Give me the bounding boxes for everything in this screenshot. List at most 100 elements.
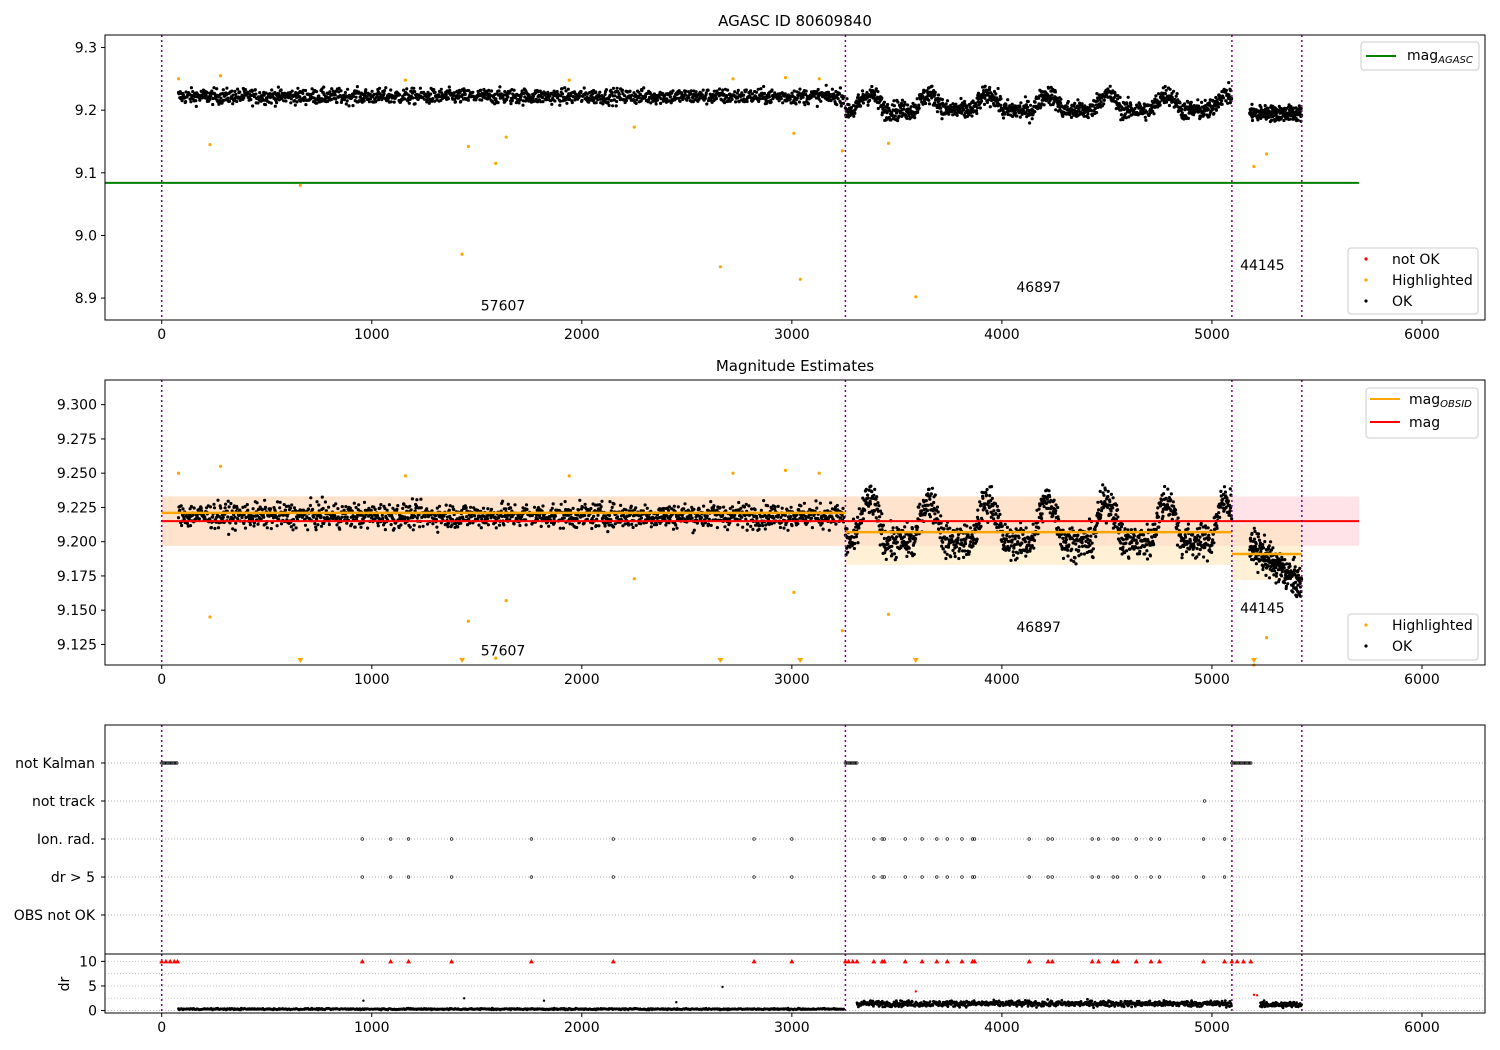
ok-point bbox=[504, 507, 508, 511]
ok-point bbox=[926, 503, 930, 507]
ok-point bbox=[597, 524, 601, 528]
ok-point bbox=[980, 99, 984, 103]
ok-point bbox=[521, 103, 525, 107]
ok-point bbox=[746, 522, 750, 526]
ok-point bbox=[603, 92, 607, 96]
ok-point bbox=[236, 517, 240, 521]
ok-point bbox=[298, 95, 302, 99]
ok-point bbox=[580, 98, 584, 103]
ok-point bbox=[547, 524, 551, 528]
ok-point bbox=[340, 515, 344, 519]
ok-point bbox=[1073, 101, 1077, 105]
ok-point bbox=[351, 104, 355, 108]
ok-point bbox=[913, 116, 917, 120]
ok-point bbox=[376, 524, 380, 528]
highlighted-point bbox=[403, 78, 407, 82]
ok-point bbox=[1186, 116, 1190, 120]
ok-point bbox=[976, 508, 980, 512]
ok-point bbox=[209, 94, 213, 98]
ok-point bbox=[930, 503, 934, 507]
ok-point bbox=[988, 105, 992, 109]
y-tick-label: 9.3 bbox=[75, 41, 97, 57]
highlighted-point bbox=[817, 77, 821, 81]
ok-point bbox=[730, 505, 735, 509]
ok-point bbox=[956, 541, 960, 545]
ok-point bbox=[631, 525, 635, 530]
ok-point bbox=[608, 500, 612, 504]
ok-point bbox=[982, 102, 987, 106]
ok-point bbox=[220, 91, 225, 96]
ok-point bbox=[310, 87, 314, 91]
ok-point bbox=[1059, 101, 1063, 105]
ok-point bbox=[678, 99, 682, 103]
ok-point bbox=[649, 525, 653, 529]
highlighted-point bbox=[840, 149, 844, 153]
ok-point bbox=[345, 515, 349, 519]
ok-point bbox=[359, 525, 363, 529]
ok-point bbox=[834, 522, 838, 526]
ok-point bbox=[629, 504, 633, 508]
ok-point bbox=[999, 103, 1003, 107]
ok-point bbox=[256, 101, 260, 105]
ok-point bbox=[362, 500, 367, 504]
ok-point bbox=[733, 90, 737, 94]
ok-point bbox=[726, 528, 730, 532]
ok-point bbox=[385, 508, 389, 512]
ok-point bbox=[275, 101, 279, 105]
ok-point bbox=[749, 524, 753, 529]
ok-point bbox=[798, 87, 802, 91]
ok-point bbox=[408, 504, 412, 508]
ok-point bbox=[975, 537, 979, 541]
ok-point bbox=[351, 94, 355, 99]
ok-point bbox=[881, 523, 886, 527]
ok-point bbox=[1203, 98, 1207, 102]
ok-point bbox=[965, 524, 969, 528]
ok-point bbox=[411, 96, 415, 100]
ok-point bbox=[382, 91, 386, 96]
ok-point bbox=[868, 98, 872, 102]
ok-point bbox=[283, 508, 288, 512]
ok-point bbox=[418, 525, 422, 529]
highlighted-point bbox=[792, 131, 796, 135]
ok-point bbox=[444, 503, 448, 507]
ok-point bbox=[734, 100, 738, 104]
ok-point bbox=[790, 524, 794, 528]
ok-point bbox=[762, 84, 766, 89]
ok-point bbox=[742, 505, 747, 509]
ok-point bbox=[501, 95, 505, 99]
ok-point bbox=[814, 499, 818, 503]
ok-point bbox=[659, 101, 663, 105]
ok-point bbox=[1108, 84, 1112, 88]
ok-point bbox=[607, 103, 611, 107]
ok-point bbox=[294, 526, 298, 530]
ok-point bbox=[974, 109, 979, 113]
ok-point bbox=[891, 526, 895, 530]
ok-point bbox=[792, 89, 796, 93]
ok-point bbox=[615, 99, 619, 104]
ok-point bbox=[407, 101, 411, 105]
ok-point bbox=[563, 500, 567, 504]
ok-point bbox=[742, 93, 746, 97]
ok-point bbox=[209, 526, 213, 530]
ok-point bbox=[194, 104, 198, 108]
ok-point bbox=[311, 507, 315, 511]
ok-point bbox=[611, 86, 616, 90]
ok-point bbox=[866, 103, 870, 107]
ok-point bbox=[263, 498, 267, 502]
ok-point bbox=[607, 513, 612, 518]
ok-point bbox=[192, 506, 196, 510]
ok-point bbox=[902, 535, 906, 539]
ok-point bbox=[897, 114, 901, 118]
ok-point bbox=[401, 506, 405, 510]
ok-point bbox=[251, 104, 255, 108]
ok-point bbox=[531, 96, 535, 101]
ok-point bbox=[479, 88, 483, 92]
ok-point bbox=[908, 539, 912, 543]
ok-point bbox=[276, 85, 280, 89]
ok-point bbox=[1250, 102, 1254, 106]
ok-point bbox=[291, 528, 295, 532]
ok-point bbox=[609, 99, 613, 103]
ok-point bbox=[905, 554, 909, 559]
ok-point bbox=[304, 103, 308, 107]
ok-point bbox=[456, 525, 460, 529]
